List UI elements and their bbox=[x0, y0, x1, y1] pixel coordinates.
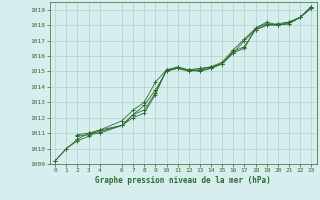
X-axis label: Graphe pression niveau de la mer (hPa): Graphe pression niveau de la mer (hPa) bbox=[95, 176, 271, 185]
